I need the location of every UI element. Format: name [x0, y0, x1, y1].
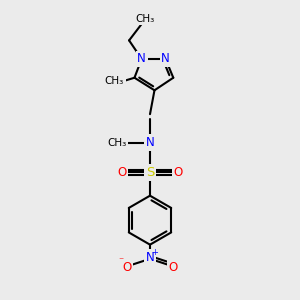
Text: O: O [117, 166, 126, 179]
Text: O: O [169, 261, 178, 274]
Text: CH₃: CH₃ [107, 137, 127, 148]
Text: N: N [161, 52, 170, 65]
Text: CH₃: CH₃ [135, 14, 154, 24]
Text: N: N [146, 251, 154, 264]
Text: N: N [146, 136, 154, 149]
Text: N: N [137, 52, 146, 65]
Text: O: O [122, 261, 131, 274]
Text: O: O [174, 166, 183, 179]
Text: S: S [146, 166, 154, 179]
Text: +: + [151, 248, 158, 257]
Text: ⁻: ⁻ [119, 257, 124, 267]
Text: CH₃: CH₃ [105, 76, 124, 86]
